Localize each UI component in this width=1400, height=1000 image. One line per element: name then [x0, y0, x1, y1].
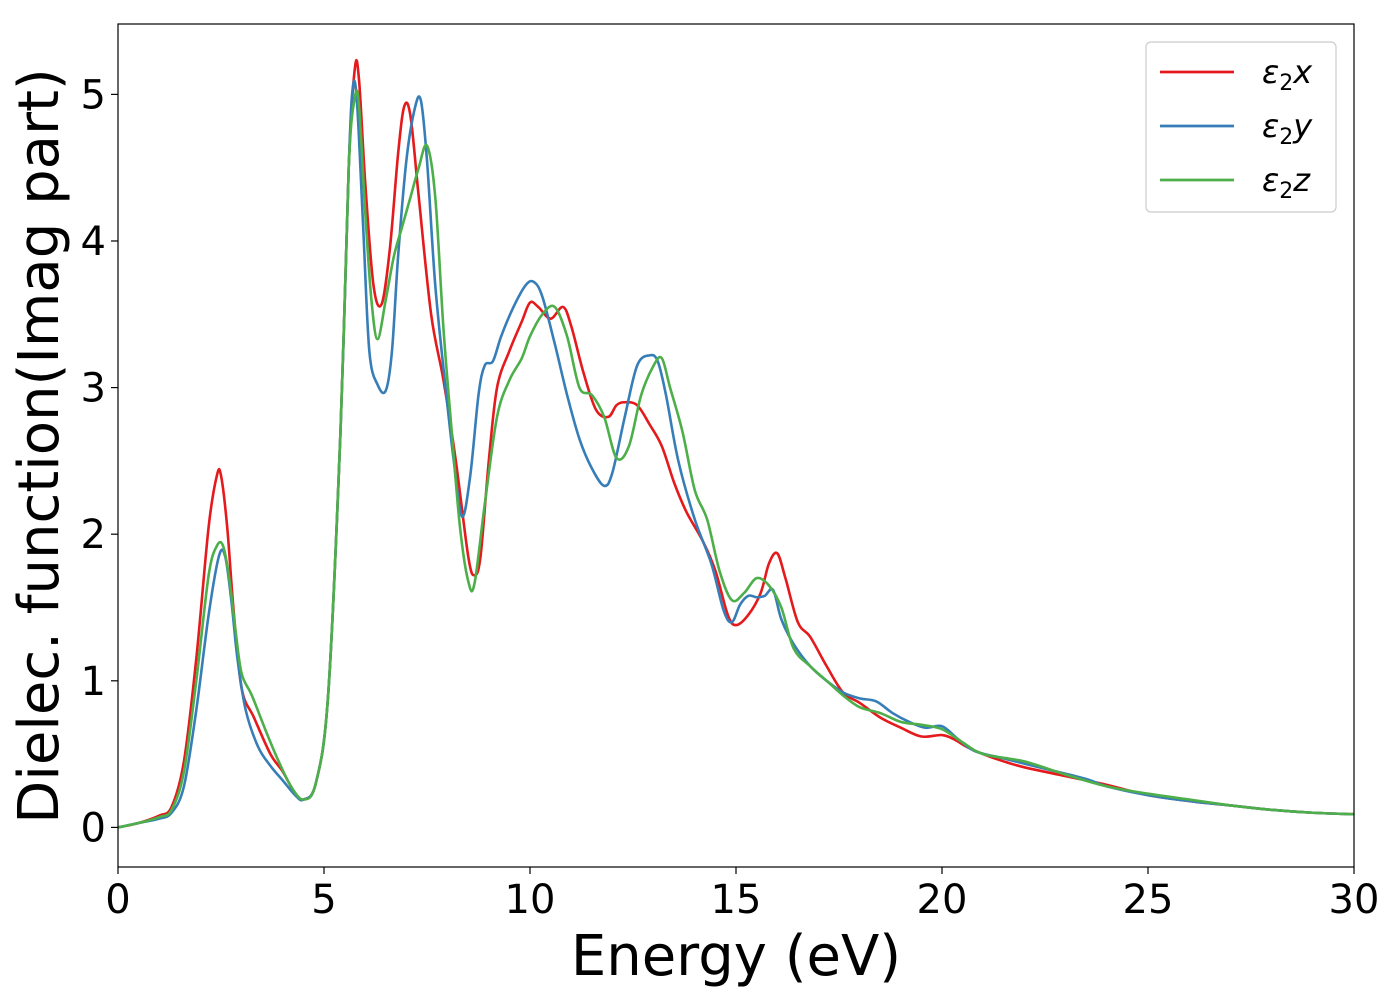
x-tick-label: 15 [711, 877, 762, 923]
legend-label-y: ε2y [1262, 107, 1313, 150]
x-tick-label: 10 [505, 877, 556, 923]
x-tick-label: 25 [1123, 877, 1174, 923]
legend-box [1145, 41, 1337, 213]
legend-label-z: ε2z [1262, 161, 1311, 204]
y-tick-label: 3 [81, 366, 106, 412]
x-tick-label: 0 [105, 877, 130, 923]
y-axis-ticks: 0 1 2 3 4 5 [81, 72, 118, 851]
y-tick-label: 5 [81, 72, 106, 118]
x-tick-label: 5 [311, 877, 336, 923]
y-tick-label: 4 [81, 219, 106, 265]
y-tick-label: 0 [81, 805, 106, 851]
x-axis-label: Energy (eV) [571, 924, 901, 989]
y-axis-label: Dielec. function(Imag part) [7, 68, 72, 824]
x-axis-ticks: 0 5 10 15 20 25 30 [105, 867, 1379, 923]
legend: ε2x ε2y ε2z [1145, 41, 1337, 213]
legend-label-x: ε2x [1262, 53, 1313, 96]
x-tick-label: 30 [1329, 877, 1380, 923]
x-tick-label: 20 [917, 877, 968, 923]
y-tick-label: 1 [81, 659, 106, 705]
y-tick-label: 2 [81, 512, 106, 558]
series-line-z [118, 89, 1354, 829]
